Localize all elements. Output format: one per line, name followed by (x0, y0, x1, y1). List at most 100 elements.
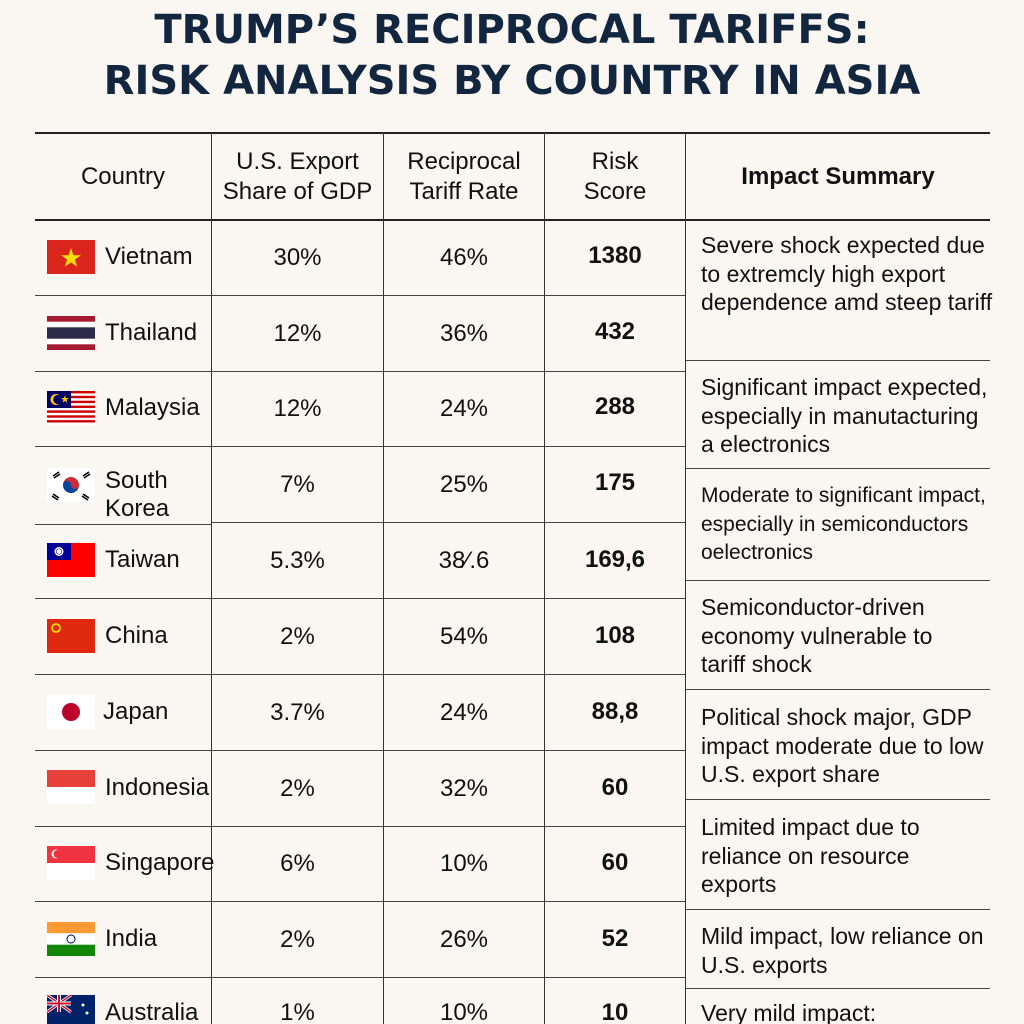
summary-divider (686, 689, 990, 690)
impact-summary: Semiconductor-driven economy vulnerable … (701, 594, 933, 677)
header-export-share-line1: U.S. Export (236, 147, 359, 175)
export-share-cell: 3.7% (270, 698, 325, 726)
risk-score-cell: 169,6 (584, 545, 646, 573)
row-divider (35, 524, 211, 525)
header-risk-line1: Risk (591, 147, 639, 175)
row-divider (35, 826, 685, 827)
tariff-cell: 32% (439, 774, 489, 802)
impact-summary: Very mild impact: (701, 1000, 877, 1024)
risk-score-cell: 60 (601, 773, 629, 801)
export-share-cell: 6% (280, 850, 315, 877)
tariff-cell: 26% (439, 925, 489, 953)
risk-score-cell: 60 (601, 849, 629, 876)
tariff-cell: 25% (439, 470, 489, 498)
row-divider (35, 901, 685, 902)
taiwan-flag (47, 543, 95, 577)
column-divider (383, 133, 384, 1024)
australia-flag (47, 995, 95, 1024)
header-tariff-line2: Tariff Rate (409, 177, 519, 205)
export-share-cell: 2% (280, 925, 315, 953)
tariff-cell: 46% (439, 243, 489, 271)
header-bottom-border (35, 219, 990, 221)
header-export-share-line2: Share of GDP (222, 177, 373, 205)
summary-divider (686, 468, 990, 469)
country-name: Australia (105, 999, 199, 1024)
summary-divider (686, 580, 990, 581)
risk-score-cell: 432 (594, 317, 636, 345)
country-name: China (105, 622, 168, 649)
thailand-flag (47, 316, 95, 350)
impact-summary: Significant impact expected, especially … (701, 374, 988, 457)
header-impact: Impact Summary (686, 134, 990, 219)
row-divider (35, 446, 685, 447)
country-name: India (105, 925, 158, 952)
page-subtitle: RISK ANALYSIS BY COUNTRY IN ASIA (103, 58, 921, 104)
risk-score-cell: 52 (601, 924, 629, 952)
tariff-cell: 10% (439, 999, 489, 1024)
country-name: Vietnam (105, 243, 193, 270)
column-divider (211, 133, 212, 1024)
impact-summary: Mild impact, low reliance on U.S. export… (701, 923, 984, 978)
export-share-cell: 2% (280, 622, 315, 650)
tariff-cell: 24% (439, 698, 489, 726)
tariff-cell: 10% (439, 850, 489, 877)
column-divider (544, 133, 545, 1024)
summary-divider (686, 799, 990, 800)
header-risk-line2: Score (583, 177, 647, 205)
tariff-cell: 24% (439, 395, 489, 422)
risk-score-cell: 108 (594, 621, 636, 649)
country-name: Taiwan (105, 546, 180, 573)
country-name: Singapore (105, 849, 215, 876)
india-flag (47, 922, 95, 956)
country-name: Indonesia (105, 774, 210, 801)
row-divider (35, 674, 685, 675)
export-share-cell: 7% (280, 470, 315, 498)
export-share-cell: 2% (280, 774, 315, 802)
table-top-border (35, 132, 990, 134)
risk-score-cell: 1380 (588, 241, 642, 269)
row-divider (35, 371, 685, 372)
tariff-cell: 54% (439, 622, 489, 650)
china-flag (47, 619, 95, 653)
page-title: TRUMP’S RECIPROCAL TARIFFS: (154, 7, 870, 53)
export-share-cell: 12% (273, 319, 322, 347)
row-divider (35, 295, 685, 296)
header-country-label: Country (80, 162, 166, 190)
country-name: Japan (103, 698, 169, 725)
export-share-cell: 1% (280, 999, 315, 1024)
country-name: Malaysia (105, 394, 200, 421)
singapore-flag (47, 846, 95, 880)
tariff-cell: 36% (439, 319, 489, 347)
summary-divider (686, 909, 990, 910)
row-divider (35, 750, 685, 751)
indonesia-flag (47, 770, 95, 804)
impact-summary: Severe shock expected due to extremcly h… (701, 232, 993, 315)
tariff-cell: 38⁄.6 (438, 546, 490, 574)
header-country: Country (35, 134, 211, 219)
vietnam-flag (47, 240, 95, 274)
header-tariff-line1: Reciprocal (407, 147, 521, 175)
country-name: Thailand (105, 319, 198, 346)
japan-flag (47, 695, 95, 729)
impact-summary: Limited impact due to reliance on resour… (701, 814, 920, 897)
risk-score-cell: 10 (601, 999, 629, 1024)
risk-score-cell: 88,8 (591, 697, 639, 725)
impact-summary: Political shock major, GDP impact modera… (701, 704, 984, 787)
export-share-cell: 30% (273, 243, 322, 271)
header-tariff: Reciprocal Tariff Rate (384, 134, 544, 219)
south-korea-flag (47, 468, 95, 502)
header-risk: Risk Score (545, 134, 685, 219)
malaysia-flag (47, 391, 95, 425)
row-divider (212, 522, 685, 523)
export-share-cell: 12% (273, 395, 322, 422)
row-divider (35, 598, 685, 599)
row-divider (35, 977, 685, 978)
risk-score-cell: 288 (594, 393, 636, 420)
header-impact-label: Impact Summary (741, 162, 935, 190)
impact-summary: Moderate to significant impact, especial… (701, 484, 986, 564)
summary-divider (686, 360, 990, 361)
country-name: South Korea (105, 467, 170, 522)
header-export-share: U.S. Export Share of GDP (212, 134, 383, 219)
export-share-cell: 5.3% (270, 546, 325, 574)
risk-score-cell: 175 (594, 468, 636, 496)
